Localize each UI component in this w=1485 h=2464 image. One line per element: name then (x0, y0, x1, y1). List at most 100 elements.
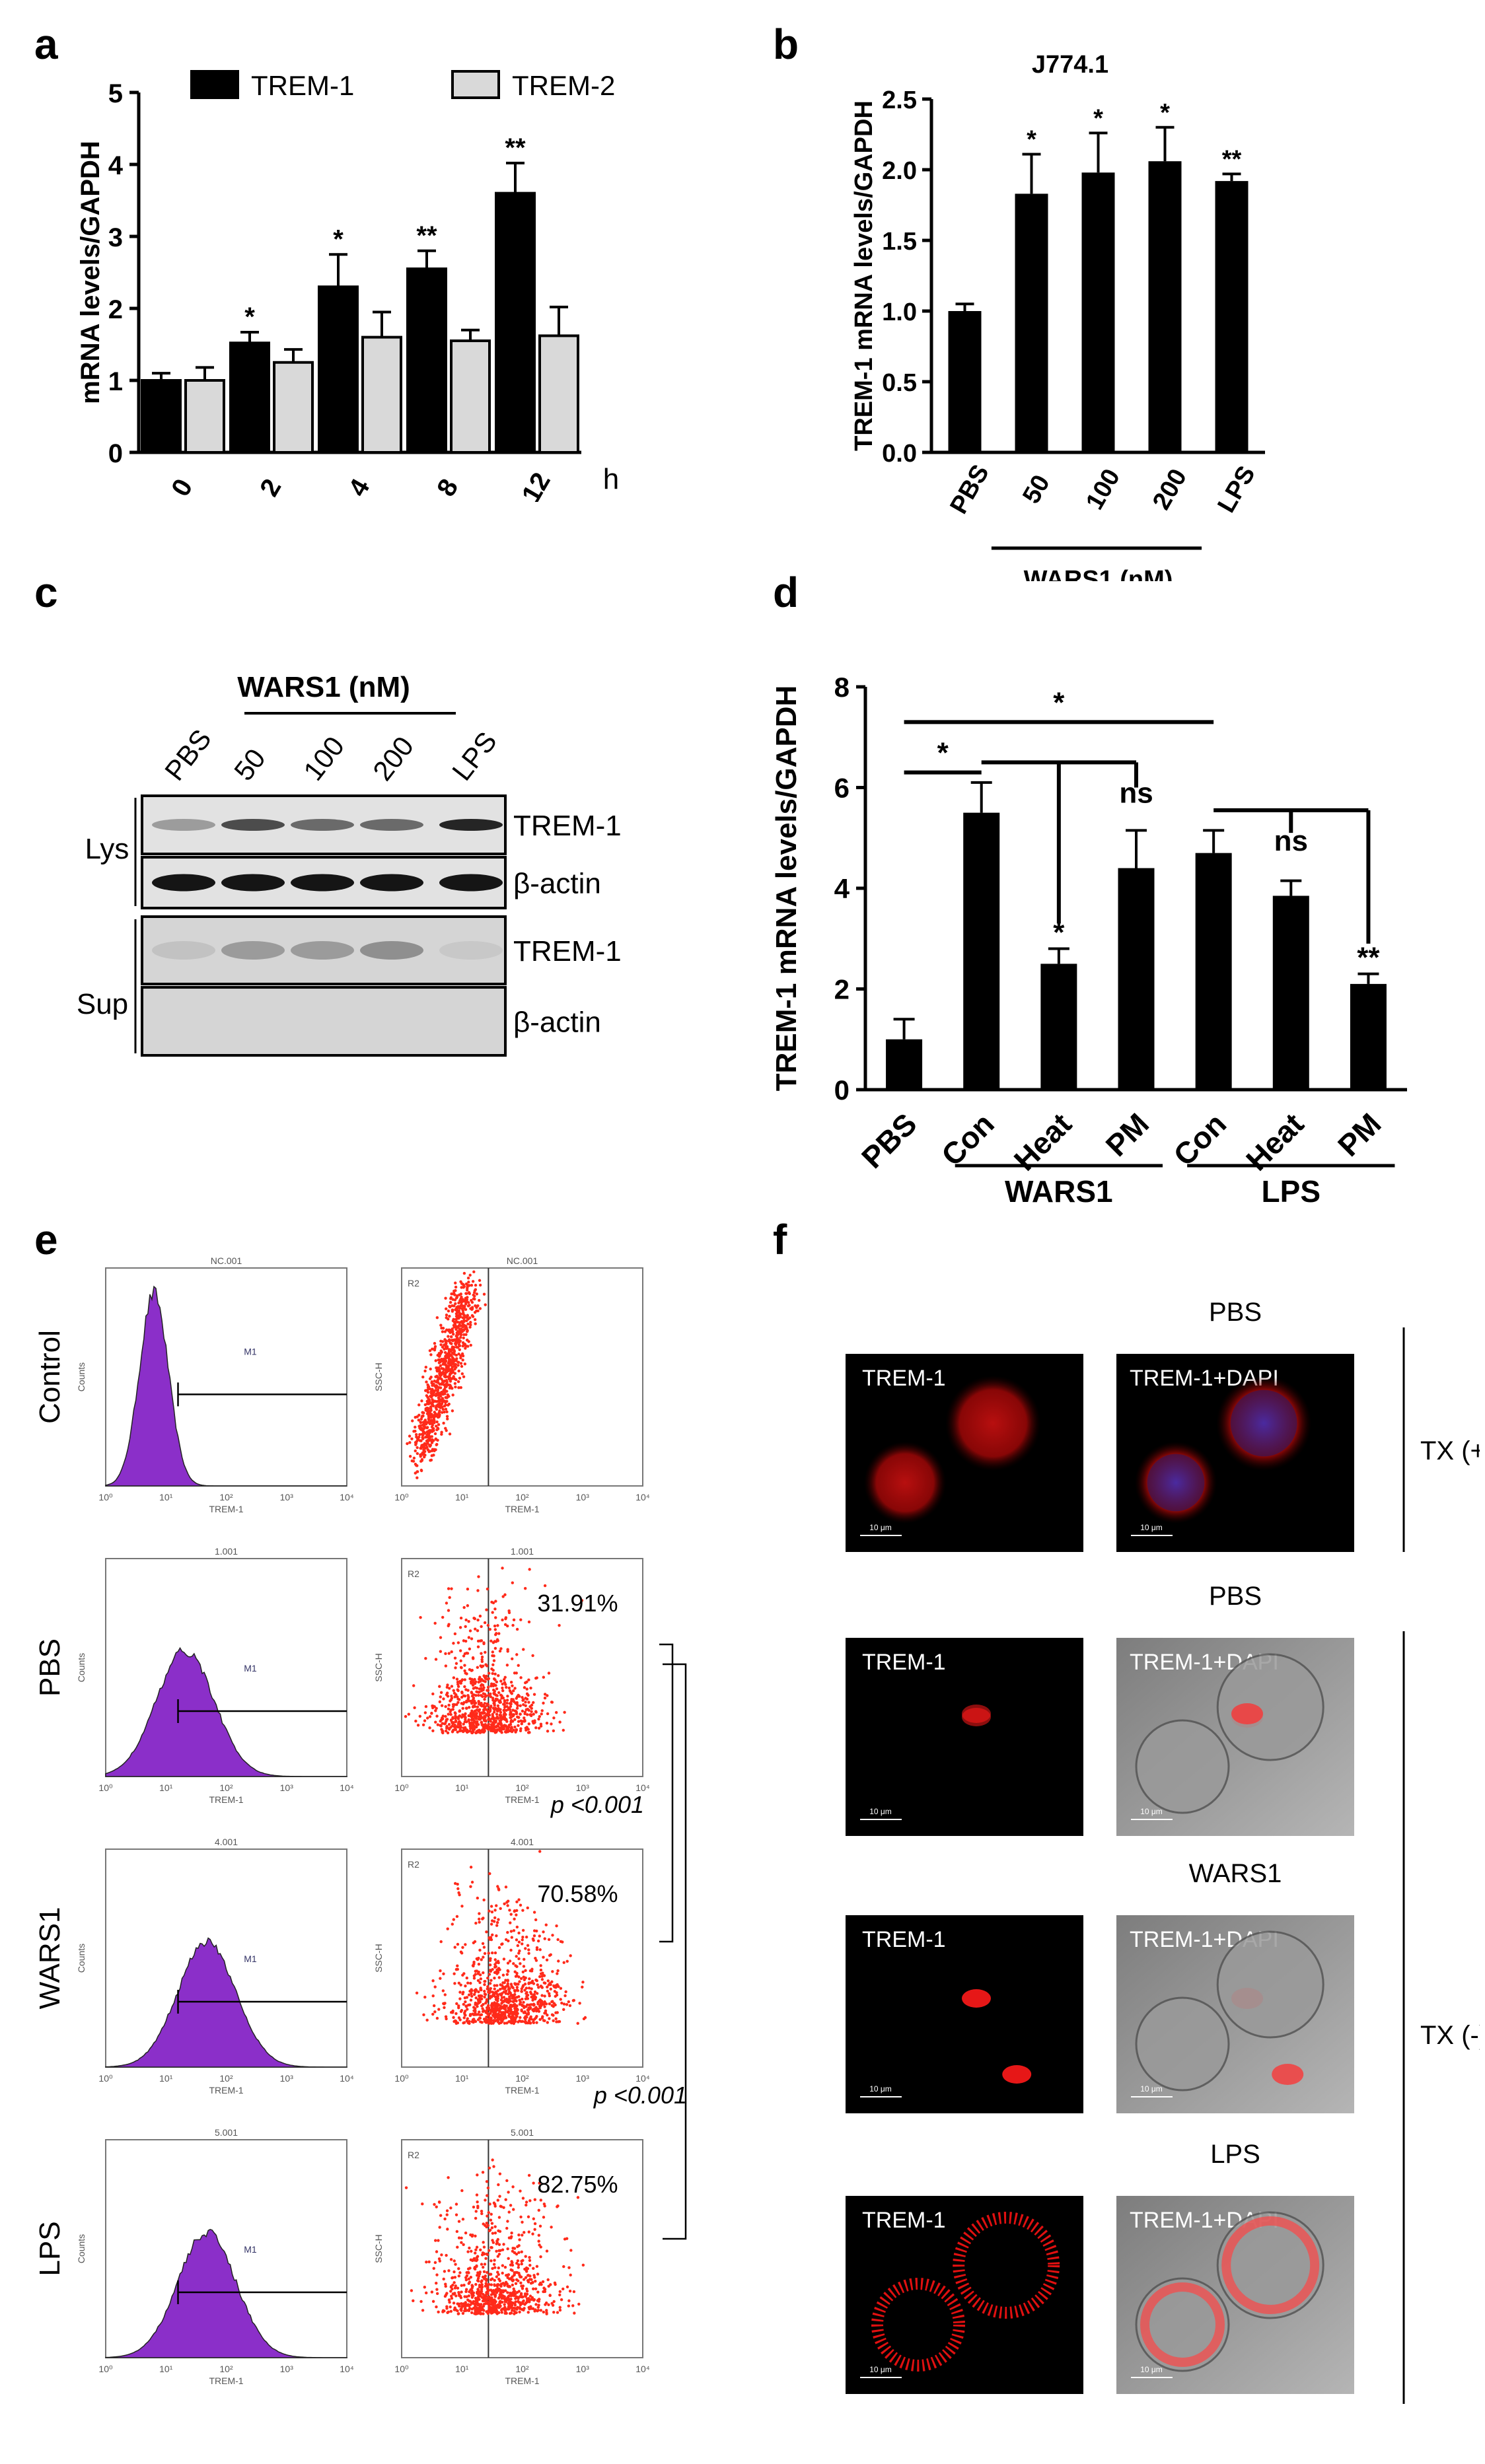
micrograph-left (846, 1915, 1083, 2113)
hist-ylabel: Counts (76, 2234, 87, 2263)
x-tick-label: 2 (254, 474, 287, 501)
image-header: LPS (1210, 2140, 1260, 2169)
y-axis-label: TREM-1 mRNA levels/GAPDH (770, 686, 803, 1092)
percent-label: 31.91% (537, 1590, 618, 1617)
nucleus (1147, 1454, 1205, 1512)
gate-label: M1 (244, 1346, 257, 1356)
x-tick-label: Con (1167, 1106, 1233, 1172)
cell-outline (1135, 1996, 1230, 2092)
blot-strip (141, 986, 507, 1057)
blot-band (360, 819, 423, 831)
y-tick-label: 6 (834, 773, 850, 804)
x-tick-label: PM (1331, 1106, 1388, 1163)
legend-label: TREM-2 (512, 70, 615, 101)
dotplot-frame (401, 1558, 643, 1777)
blot-band (152, 941, 215, 960)
row-label: TREM-1 (513, 810, 622, 842)
hist-x-tick: 10⁴ (340, 2073, 354, 2084)
x-tick-label: 8 (431, 474, 464, 501)
scale-label: 10 μm (869, 1523, 892, 1532)
scale-label: 10 μm (1140, 2365, 1163, 2374)
significance-label: ** (505, 133, 526, 162)
panel-label-e: e (34, 1216, 58, 1263)
blot-band (439, 874, 503, 892)
blot-band (291, 941, 354, 960)
hist-x-tick: 10⁰ (98, 2364, 113, 2374)
bar (1215, 181, 1249, 452)
panel-label-c: c (34, 569, 58, 616)
dotplot-frame (401, 1848, 643, 2068)
group-label: WARS1 (nM) (1024, 566, 1173, 581)
lane-label: 200 (367, 730, 419, 786)
significance-label: ** (416, 221, 437, 250)
dot-ylabel: SSC-H (373, 2234, 384, 2263)
cell-outline (1216, 1930, 1324, 2039)
blot-band (439, 819, 503, 831)
row-label: PBS (34, 1638, 66, 1697)
quadrant-label: R2 (408, 1278, 419, 1288)
cell-outline (1216, 2211, 1324, 2319)
y-tick-label: 3 (108, 223, 123, 252)
group-label: Lys (85, 833, 129, 865)
bar (1015, 194, 1048, 452)
dot-x-tick: 10² (515, 2073, 529, 2084)
dot-x-tick: 10² (515, 2364, 529, 2374)
dot-x-tick: 10⁴ (635, 2073, 650, 2084)
bar (886, 1039, 923, 1090)
channel-label: TREM-1 (862, 1927, 946, 1952)
dot-x-tick: 10¹ (455, 1782, 469, 1793)
pvalue-label: p <0.001 (550, 1791, 644, 1818)
x-tick-label: 4 (343, 474, 376, 501)
bracket-label: * (1053, 686, 1065, 719)
dot-x-tick: 10¹ (455, 1492, 469, 1502)
bar (450, 339, 491, 454)
gate-label: M1 (244, 1954, 257, 1964)
hist-ylabel: Counts (76, 1653, 87, 1682)
x-tick-label: 200 (1147, 464, 1192, 514)
dot-xlabel: TREM-1 (505, 1794, 539, 1805)
hist-xlabel: TREM-1 (209, 1504, 243, 1514)
significance-label: ** (1357, 942, 1380, 974)
gate-label: M1 (244, 2244, 257, 2255)
hist-x-tick: 10⁴ (340, 2364, 354, 2374)
y-tick-label: 2.5 (882, 87, 917, 114)
dot-x-tick: 10¹ (455, 2073, 469, 2084)
percent-label: 70.58% (537, 1880, 618, 1907)
group-label: WARS1 (1005, 1174, 1113, 1209)
hist-x-tick: 10⁰ (98, 2073, 113, 2084)
y-tick-label: 0.0 (882, 440, 917, 468)
quadrant-label: R2 (408, 2150, 419, 2160)
hist-xlabel: TREM-1 (209, 2085, 243, 2095)
image-header: PBS (1209, 1582, 1262, 1611)
cell-signal (1221, 2216, 1320, 2314)
sample-id: NC.001 (507, 1255, 538, 1266)
lane-label: 50 (228, 743, 272, 787)
dot-x-tick: 10⁴ (635, 1492, 650, 1502)
sample-id: NC.001 (211, 1255, 242, 1266)
dot-x-tick: 10⁴ (635, 2364, 650, 2374)
significance-label: ** (1222, 145, 1242, 173)
blot-band (360, 941, 423, 960)
hist-x-tick: 10³ (280, 1492, 294, 1502)
pvalue-label: p <0.001 (593, 2082, 687, 2109)
blot-band (360, 874, 423, 892)
hist-x-tick: 10⁴ (340, 1782, 354, 1793)
bar (406, 267, 447, 454)
blot-band (291, 819, 354, 831)
x-tick-label: Con (935, 1106, 1001, 1172)
bracket-label: ns (1274, 825, 1308, 857)
y-axis-label: mRNA levels/GAPDH (76, 141, 105, 404)
y-axis-label: TREM-1 mRNA levels/GAPDH (850, 100, 878, 451)
dot-cloud (404, 1566, 584, 1735)
quadrant-label: R2 (408, 1568, 419, 1579)
histogram-curve (105, 2228, 347, 2358)
hist-x-tick: 10¹ (159, 1492, 173, 1502)
bar (1040, 964, 1077, 1090)
panel-label-b: b (773, 20, 799, 68)
hist-xlabel: TREM-1 (209, 1794, 243, 1805)
scale-label: 10 μm (869, 1807, 892, 1816)
bar (361, 335, 402, 454)
